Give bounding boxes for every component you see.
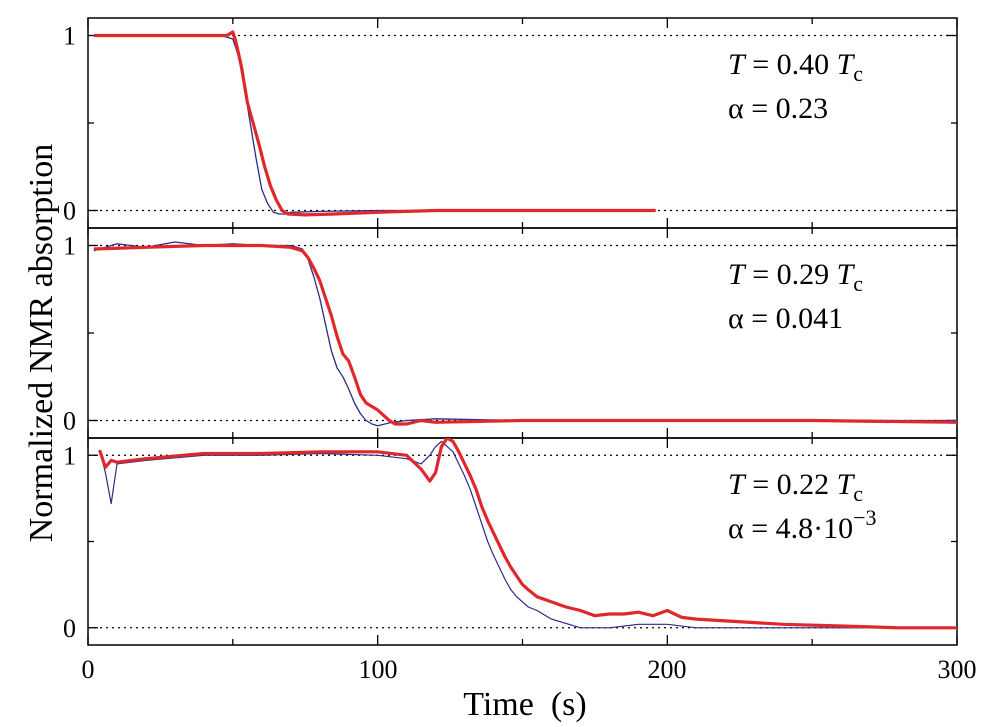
series-thick-line xyxy=(98,438,957,630)
temperature-label: T = 0.29 Tc xyxy=(728,258,863,296)
x-tick-label-100: 100 xyxy=(359,655,398,684)
y-tick-label-1: 1 xyxy=(63,232,76,261)
series-thin-line xyxy=(93,34,656,215)
x-axis-title: Time (s) xyxy=(463,686,586,723)
y-tick-label-0: 0 xyxy=(63,614,76,643)
series-thick-line xyxy=(93,243,957,426)
y-tick-label-1: 1 xyxy=(63,441,76,470)
y-tick-label-0: 0 xyxy=(63,407,76,436)
y-tick-label-0: 0 xyxy=(63,197,76,226)
x-tick-label-300: 300 xyxy=(938,655,977,684)
panel-middle: 0 1 T = 0.29 Tc α = 0.041 xyxy=(63,227,958,439)
series-thick-line xyxy=(93,30,656,217)
panel-top: 0 1 T = 0.40 Tc α = 0.23 xyxy=(63,17,958,229)
alpha-label: α = 0.041 xyxy=(728,302,843,335)
y-tick-label-1: 1 xyxy=(63,22,76,51)
panel-bottom: 0 1 T = 0.22 Tcα = 4.8·10−3 xyxy=(63,437,958,646)
panels: 0 1 T = 0.40 Tc α = 0.23 0 1 T = 0.29 Tc α = 0.… xyxy=(63,17,958,646)
series-thin-line xyxy=(99,440,957,629)
x-tick-label-0: 0 xyxy=(82,655,95,684)
temperature-label: T = 0.22 Tc xyxy=(728,468,863,506)
x-tick-label-200: 200 xyxy=(648,655,687,684)
y-axis-title: Normalized NMR absorption xyxy=(23,144,60,543)
alpha-label: α = 4.8·10−3 xyxy=(728,505,877,545)
alpha-label: α = 0.23 xyxy=(728,92,828,125)
temperature-label: T = 0.40 Tc xyxy=(728,48,863,86)
